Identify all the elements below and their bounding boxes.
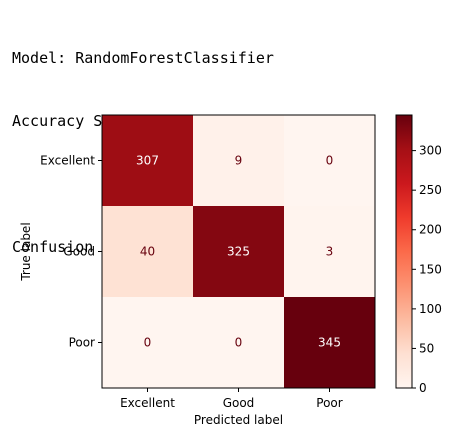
y-tick-label: Excellent <box>40 154 95 168</box>
x-tick-label: Good <box>223 396 255 410</box>
matrix-cell <box>284 297 375 388</box>
colorbar-tick-label: 300 <box>419 144 442 158</box>
matrix-cell-labels: 307 9 0 40 325 3 0 0 345 <box>136 154 341 350</box>
matrix-cell <box>193 297 284 388</box>
cell-value-label: 3 <box>326 245 334 259</box>
cell-value-label: 40 <box>140 245 155 259</box>
colorbar-ticks: 0 50 100 150 200 250 300 <box>412 144 442 395</box>
matrix-cell <box>284 115 375 206</box>
matrix-cells <box>102 115 375 388</box>
cell-value-label: 307 <box>136 154 159 168</box>
matrix-cell <box>284 206 375 297</box>
matrix-cell <box>102 115 193 206</box>
cell-value-label: 0 <box>144 336 152 350</box>
colorbar-tick-label: 150 <box>419 262 442 276</box>
x-tick-label: Poor <box>316 396 342 410</box>
y-axis-label: True label <box>19 222 33 281</box>
matrix-cell <box>102 297 193 388</box>
y-tick-label: Good <box>63 245 95 259</box>
colorbar <box>395 114 413 389</box>
x-axis-label: Predicted label <box>194 413 283 427</box>
matrix-cell <box>102 206 193 297</box>
x-axis-ticks: Excellent Good Poor <box>120 388 343 410</box>
colorbar-tick-label: 100 <box>419 302 442 316</box>
cell-value-label: 0 <box>235 336 243 350</box>
colorbar-tick-label: 0 <box>419 381 427 395</box>
cell-value-label: 325 <box>227 245 250 259</box>
colorbar-tick-label: 50 <box>419 341 434 355</box>
cell-value-label: 0 <box>326 154 334 168</box>
cell-value-label: 9 <box>235 154 243 168</box>
colorbar-tick-label: 200 <box>419 223 442 237</box>
y-tick-label: Poor <box>69 336 95 350</box>
x-tick-label: Excellent <box>120 396 175 410</box>
colorbar-tick-label: 250 <box>419 183 442 197</box>
y-axis-ticks: Excellent Good Poor <box>40 154 102 350</box>
matrix-cell <box>193 115 284 206</box>
matrix-cell <box>193 206 284 297</box>
model-line: Model: RandomForestClassifier <box>12 49 274 67</box>
cell-value-label: 345 <box>318 336 341 350</box>
